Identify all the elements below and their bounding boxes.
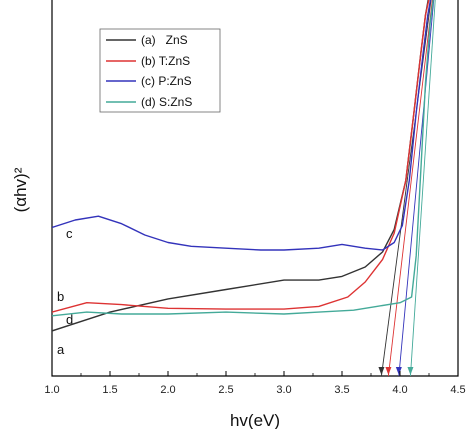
legend-entry-d: (d) S:ZnS xyxy=(141,95,192,109)
tangent-line-1 xyxy=(387,0,433,376)
intercept-marker-3 xyxy=(407,367,414,375)
curve-label-b: b xyxy=(57,289,64,304)
x-tick-label-2: 2.0 xyxy=(160,384,175,396)
curve-label-a: a xyxy=(57,342,65,357)
legend: (a) ZnS (b) T:ZnS (c) P:ZnS (d) S:ZnS xyxy=(99,28,221,113)
intercept-marker-2 xyxy=(395,367,402,375)
intercept-markers xyxy=(378,367,414,375)
x-tick-label-6: 4.0 xyxy=(392,384,407,396)
x-axis-tick-labels: 1.0 1.5 2.0 2.5 3.0 3.5 4.0 4.5 xyxy=(44,384,465,396)
x-tick-label-7: 4.5 xyxy=(450,384,465,396)
series-line-c xyxy=(52,0,432,251)
x-tick-label-4: 3.0 xyxy=(276,384,291,396)
x-tick-label-3: 2.5 xyxy=(218,384,233,396)
legend-entry-b: (b) T:ZnS xyxy=(141,54,190,68)
x-axis-title: hv(eV) xyxy=(230,411,280,429)
series-layer xyxy=(52,0,434,332)
curve-label-c: c xyxy=(66,226,73,241)
legend-entry-c: (c) P:ZnS xyxy=(141,74,192,88)
intercept-marker-1 xyxy=(385,367,392,375)
y-axis-title: (αhv)² xyxy=(11,167,30,212)
x-tick-label-1: 1.5 xyxy=(102,384,117,396)
intercept-marker-0 xyxy=(378,367,385,375)
legend-box xyxy=(99,28,221,113)
x-tick-label-5: 3.5 xyxy=(334,384,349,396)
tangent-line-3 xyxy=(409,0,436,376)
tangent-line-2 xyxy=(398,0,435,376)
legend-entry-a: (a) ZnS xyxy=(141,33,188,47)
tangent-line-0 xyxy=(380,0,432,376)
x-tick-label-0: 1.0 xyxy=(44,384,59,396)
series-line-d xyxy=(52,0,434,317)
series-line-b xyxy=(52,0,430,313)
x-axis-ticks xyxy=(51,371,459,376)
curve-label-d: d xyxy=(66,312,73,327)
tangent-lines xyxy=(380,0,436,376)
